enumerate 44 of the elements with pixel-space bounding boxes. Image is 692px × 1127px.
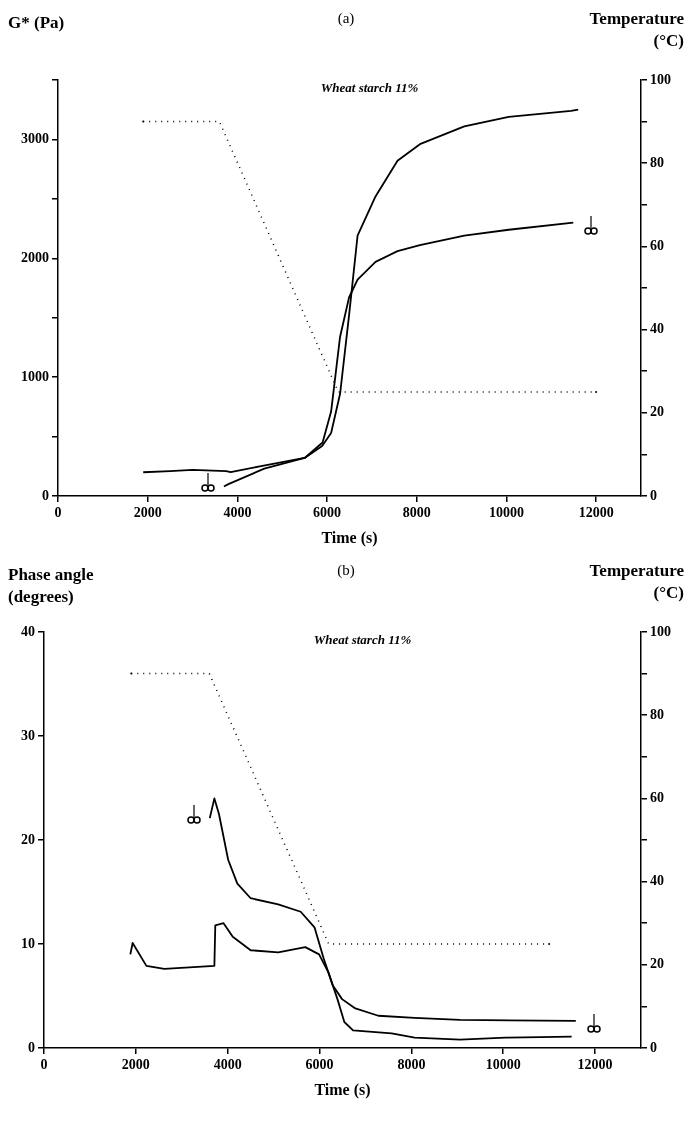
y-tick-label: 20 xyxy=(21,831,35,847)
y-tick-label: 0 xyxy=(28,1039,35,1055)
y2-tick-label: 60 xyxy=(650,238,664,254)
chart-subtitle: Wheat starch 11% xyxy=(320,79,419,95)
y-tick-label: 2000 xyxy=(21,249,49,265)
y2-tick-label: 80 xyxy=(650,154,664,170)
y-axis-title: G* (Pa) xyxy=(8,12,66,34)
x-tick-label: 12000 xyxy=(577,1057,613,1073)
x-tick-label: 2000 xyxy=(133,505,162,521)
y2-axis-title: Temperature (°C) xyxy=(588,8,684,52)
x-tick-label: 8000 xyxy=(402,505,431,521)
y2-tick-label: 60 xyxy=(650,790,664,806)
y2-tick-label: 40 xyxy=(650,321,664,337)
y2-tick-label: 80 xyxy=(650,706,664,722)
x-tick-label: 0 xyxy=(54,505,62,521)
x-tick-label: 6000 xyxy=(313,505,342,521)
y-tick-label: 10 xyxy=(21,935,35,951)
x-tick-label: 6000 xyxy=(305,1057,334,1073)
y-tick-label: 30 xyxy=(21,727,35,743)
x-tick-label: 10000 xyxy=(488,505,524,521)
y2-tick-label: 40 xyxy=(650,873,664,889)
y2-axis-title: Temperature (°C) xyxy=(588,560,684,604)
y2-tick-label: 100 xyxy=(650,623,671,639)
y2-tick-label: 0 xyxy=(650,1039,657,1055)
y-tick-label: 1000 xyxy=(21,368,49,384)
y-tick-label: 0 xyxy=(42,487,49,503)
y-tick-label: 40 xyxy=(21,623,35,639)
x-tick-label: 4000 xyxy=(223,505,252,521)
chart-title: (b) xyxy=(337,562,355,578)
x-axis-title: Time (s) xyxy=(321,528,378,547)
y2-tick-label: 20 xyxy=(650,956,664,972)
x-tick-label: 8000 xyxy=(397,1057,426,1073)
x-axis-title: Time (s) xyxy=(314,1080,371,1099)
y2-tick-label: 20 xyxy=(650,404,664,420)
y2-tick-label: 100 xyxy=(650,71,671,87)
x-tick-label: 4000 xyxy=(213,1057,242,1073)
y-axis-title: Phase angle (degrees) xyxy=(8,564,95,608)
y2-tick-label: 0 xyxy=(650,487,657,503)
x-tick-label: 2000 xyxy=(121,1057,150,1073)
y-tick-label: 3000 xyxy=(21,131,49,147)
x-tick-label: 12000 xyxy=(578,505,614,521)
chart-title: (a) xyxy=(337,10,355,26)
x-tick-label: 10000 xyxy=(485,1057,521,1073)
chart-subtitle: Wheat starch 11% xyxy=(313,631,412,647)
